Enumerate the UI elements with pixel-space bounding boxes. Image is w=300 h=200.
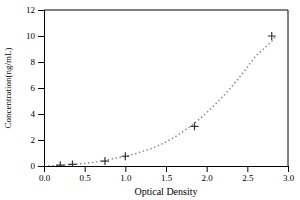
tick-label: 3.0 bbox=[283, 173, 295, 183]
tick-label: 2.5 bbox=[242, 173, 254, 183]
tick: 1.0 bbox=[120, 166, 132, 183]
line bbox=[48, 36, 276, 166]
tick-mark bbox=[207, 166, 208, 172]
tick-mark bbox=[38, 166, 44, 167]
tick: 12 bbox=[26, 5, 44, 15]
tick: 3.0 bbox=[283, 166, 295, 183]
point bbox=[68, 160, 76, 166]
tick: 1.5 bbox=[161, 166, 173, 183]
tick: 8 bbox=[31, 57, 45, 67]
tick-label: 0.0 bbox=[39, 173, 51, 183]
tick: 2.0 bbox=[202, 166, 214, 183]
tick-label: 4 bbox=[31, 109, 36, 119]
tick-mark bbox=[166, 166, 167, 172]
tick-mark bbox=[247, 166, 248, 172]
tick-label: 0.5 bbox=[80, 173, 92, 183]
axis-line bbox=[45, 167, 289, 173]
frame bbox=[288, 10, 289, 166]
y-axis-title: Concentration(ng/mL) bbox=[3, 48, 13, 129]
tick: 0.5 bbox=[80, 166, 92, 183]
frame bbox=[44, 10, 288, 11]
point bbox=[56, 161, 64, 166]
tick: 6 bbox=[31, 83, 45, 93]
tick: 0.0 bbox=[39, 166, 51, 183]
x-axis: 0.0 0.5 1.0 1.5 2.0 2.5 3.0 bbox=[39, 166, 295, 183]
tick-mark bbox=[288, 166, 289, 172]
tick-label: 2 bbox=[31, 135, 36, 145]
tick: 0 bbox=[31, 161, 45, 171]
tick-mark bbox=[38, 10, 44, 11]
tick-label: 2.0 bbox=[202, 173, 214, 183]
tick-mark bbox=[85, 166, 86, 172]
point bbox=[121, 152, 129, 160]
plot-area: 0.0 0.5 1.0 1.5 2.0 2.5 3.0 0 2 4 6 8 10 12 bbox=[26, 5, 295, 183]
tick-label: 1.0 bbox=[120, 173, 132, 183]
chart: 0.0 0.5 1.0 1.5 2.0 2.5 3.0 0 2 4 6 8 10 12 Optical De… bbox=[0, 0, 300, 200]
point bbox=[101, 157, 109, 165]
tick-label: 10 bbox=[26, 31, 36, 41]
tick-mark bbox=[125, 166, 126, 172]
tick-mark bbox=[38, 88, 44, 89]
point bbox=[268, 32, 276, 40]
tick-mark bbox=[38, 36, 44, 37]
marks bbox=[48, 32, 276, 166]
tick-mark bbox=[38, 140, 44, 141]
tick: 2 bbox=[31, 135, 45, 145]
tick-label: 12 bbox=[26, 5, 35, 15]
tick-mark bbox=[38, 62, 44, 63]
axis-line bbox=[38, 11, 45, 167]
tick-mark bbox=[38, 114, 44, 115]
tick: 4 bbox=[31, 109, 45, 119]
x-axis-title: Optical Density bbox=[134, 186, 197, 197]
y-axis: 0 2 4 6 8 10 12 bbox=[26, 5, 45, 171]
tick-label: 8 bbox=[31, 57, 36, 67]
tick: 2.5 bbox=[242, 166, 254, 183]
tick-label: 1.5 bbox=[161, 173, 173, 183]
point bbox=[190, 122, 198, 130]
tick-label: 0 bbox=[31, 161, 36, 171]
tick: 10 bbox=[26, 31, 44, 41]
tick-label: 6 bbox=[31, 83, 36, 93]
